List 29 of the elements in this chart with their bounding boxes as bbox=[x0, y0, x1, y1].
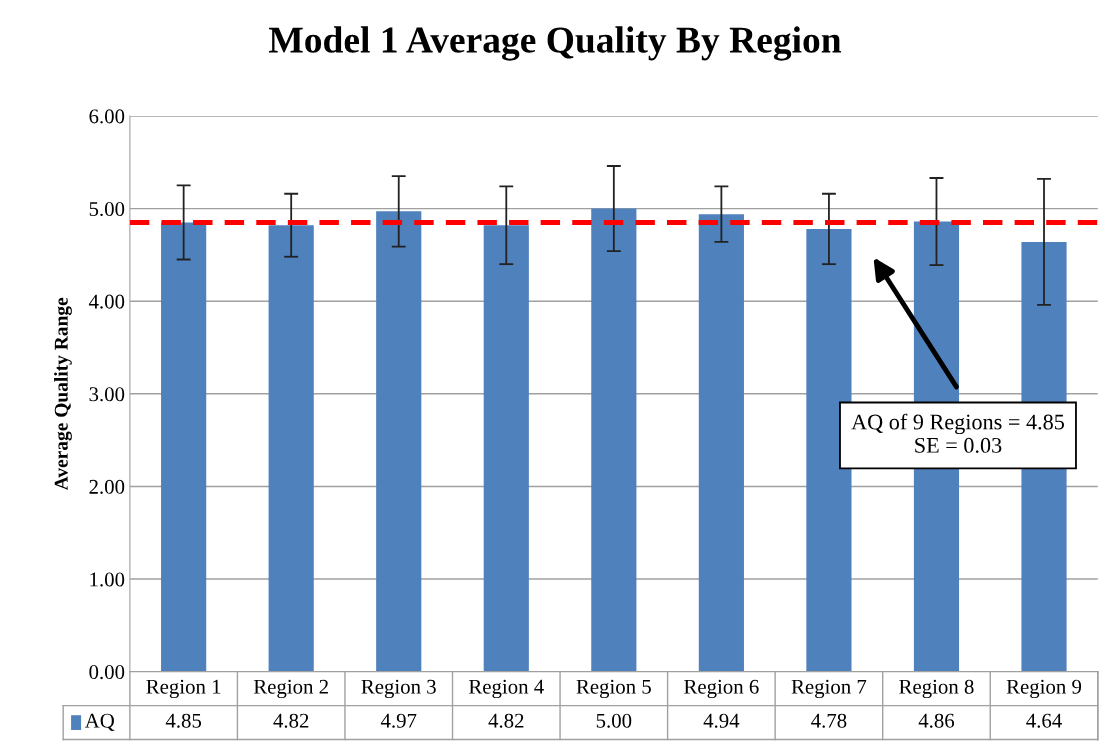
data-label: 4.64 bbox=[1026, 713, 1062, 728]
data-label: 4.82 bbox=[273, 713, 309, 728]
x-tick-label: Region 7 bbox=[791, 679, 867, 699]
y-tick-label: 0.00 bbox=[89, 665, 125, 680]
x-tick-label: Region 6 bbox=[684, 679, 759, 699]
x-tick-label: Region 8 bbox=[899, 679, 974, 699]
x-tick-label: Region 2 bbox=[253, 679, 328, 699]
x-tick-label: Region 3 bbox=[361, 679, 436, 699]
data-label: 4.94 bbox=[703, 713, 740, 728]
y-tick-label: 5.00 bbox=[89, 201, 125, 217]
annotation: AQ of 9 Regions = 4.85 SE = 0.03 bbox=[851, 413, 1064, 453]
data-label: 5.00 bbox=[596, 713, 632, 728]
x-tick-label: Region 9 bbox=[1006, 679, 1082, 699]
x-tick-label: Region 5 bbox=[576, 679, 651, 699]
legend-label: AQ bbox=[84, 713, 115, 731]
data-label: 4.97 bbox=[380, 713, 417, 728]
data-label: 4.78 bbox=[811, 713, 847, 728]
chart-title: Model 1 Average Quality By Region bbox=[269, 26, 842, 61]
x-tick-label: Region 1 bbox=[146, 679, 221, 699]
y-tick-label: 1.00 bbox=[90, 572, 125, 587]
data-label: 4.85 bbox=[165, 713, 202, 728]
y-tick-label: 3.00 bbox=[89, 387, 125, 402]
data-label: 4.82 bbox=[488, 713, 524, 728]
y-tick-label: 6.00 bbox=[89, 109, 125, 124]
y-tick-label: 4.00 bbox=[88, 294, 125, 309]
y-tick-label: 2.00 bbox=[89, 479, 125, 494]
x-tick-label: Region 4 bbox=[468, 679, 544, 699]
y-axis-title: Average Quality Range bbox=[54, 297, 72, 491]
data-label: 4.86 bbox=[918, 713, 955, 728]
